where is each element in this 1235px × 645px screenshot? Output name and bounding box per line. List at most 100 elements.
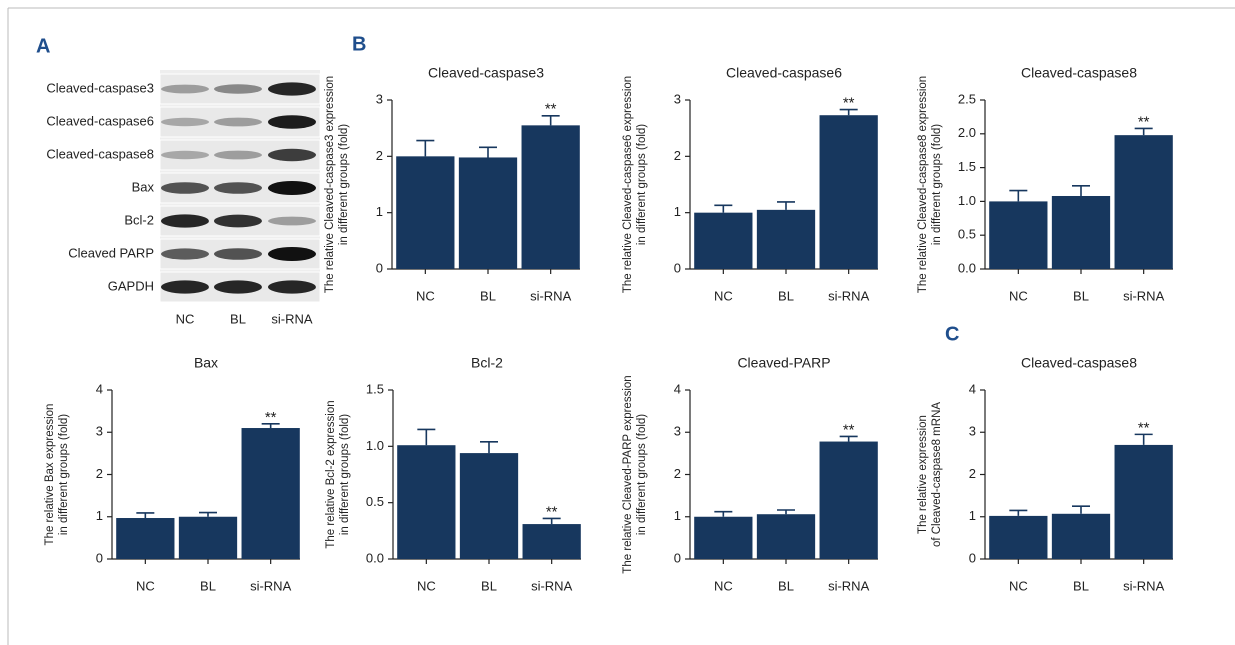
y-tick-label: 1.5	[366, 381, 384, 396]
blot-band	[161, 118, 209, 126]
chart-title: Cleaved-PARP	[737, 355, 830, 371]
y-tick-label: 0.0	[366, 550, 384, 565]
y-axis-label: of Cleaved-caspase8 mRNA	[931, 402, 943, 547]
y-tick-label: 3	[674, 424, 681, 439]
bar	[757, 514, 815, 559]
y-tick-label: 1	[674, 508, 681, 523]
bar	[396, 156, 454, 269]
error-bar	[1009, 510, 1027, 515]
x-tick-label: BL	[1073, 288, 1089, 303]
bar	[523, 524, 581, 559]
y-tick-label: 0	[96, 550, 103, 565]
y-tick-label: 1.0	[366, 438, 384, 453]
error-bar	[479, 147, 497, 157]
x-tick-label: BL	[1073, 578, 1089, 593]
y-axis-label: The relative Cleaved-PARP expression	[622, 375, 634, 573]
error-bar	[777, 202, 795, 210]
x-tick-label: si-RNA	[828, 288, 869, 303]
blot-row-label: Cleaved-caspase8	[46, 146, 154, 161]
y-tick-label: 0	[376, 260, 383, 275]
blot-band	[268, 115, 316, 129]
blot-row-label: GAPDH	[108, 278, 154, 293]
chart-title: Cleaved-caspase8	[1021, 65, 1137, 81]
bar	[989, 516, 1047, 559]
y-tick-label: 1	[96, 508, 103, 523]
x-tick-label: si-RNA	[828, 578, 869, 593]
bar	[522, 125, 580, 269]
error-bar	[714, 205, 732, 212]
panel-label: B	[352, 33, 366, 55]
blot-band	[268, 149, 316, 161]
error-bar	[417, 429, 435, 445]
blot-band	[161, 151, 209, 159]
blot-band	[268, 247, 316, 261]
bar	[1115, 445, 1173, 559]
blot-band	[268, 82, 316, 95]
significance: **	[1138, 419, 1150, 436]
blot-band	[161, 248, 209, 259]
blot-row-label: Cleaved-caspase6	[46, 113, 154, 128]
y-tick-label: 3	[376, 91, 383, 106]
significance: **	[265, 409, 277, 426]
y-tick-label: 0.5	[958, 227, 976, 242]
x-tick-label: si-RNA	[530, 288, 571, 303]
x-tick-label: BL	[200, 578, 216, 593]
bar	[820, 442, 878, 559]
significance: **	[546, 503, 558, 520]
y-tick-label: 0	[674, 550, 681, 565]
x-tick-label: NC	[1009, 288, 1028, 303]
y-tick-label: 1	[376, 204, 383, 219]
y-tick-label: 2	[674, 466, 681, 481]
error-bar	[714, 512, 732, 517]
chart-title: Bcl-2	[471, 355, 503, 371]
y-tick-label: 1	[969, 508, 976, 523]
lane-label: si-RNA	[271, 311, 312, 326]
error-bar	[416, 141, 434, 157]
y-axis-label: The relative Cleaved-caspase3 expression	[324, 76, 336, 293]
blot-band	[214, 118, 262, 127]
y-tick-label: 0.5	[366, 494, 384, 509]
x-tick-label: NC	[1009, 578, 1028, 593]
y-tick-label: 0.0	[958, 260, 976, 275]
y-tick-label: 4	[969, 381, 976, 396]
error-bar	[136, 513, 154, 518]
x-tick-label: BL	[481, 578, 497, 593]
y-tick-label: 2	[969, 466, 976, 481]
y-tick-label: 3	[96, 424, 103, 439]
blot-band	[214, 215, 262, 228]
y-axis-label: The relative Bcl-2 expression	[325, 400, 337, 548]
bar	[1052, 514, 1110, 559]
bar	[242, 428, 300, 559]
y-tick-label: 1.0	[958, 193, 976, 208]
chart-title: Bax	[194, 355, 218, 371]
bar	[820, 115, 878, 269]
x-tick-label: si-RNA	[250, 578, 291, 593]
error-bar	[1072, 506, 1090, 514]
bar	[757, 210, 815, 269]
blot-band	[161, 214, 209, 227]
x-tick-label: BL	[778, 288, 794, 303]
bar	[1052, 196, 1110, 269]
blot-band	[161, 85, 209, 94]
figure: A Cleaved-caspase3Cleaved-caspase6Cleave…	[0, 0, 1235, 645]
blot-row-label: Cleaved-caspase3	[46, 80, 154, 95]
panel-label: C	[945, 323, 959, 345]
blot-band	[214, 280, 262, 293]
x-tick-label: NC	[416, 288, 435, 303]
y-tick-label: 3	[969, 424, 976, 439]
blot-band	[214, 151, 262, 160]
y-axis-label: in different groups (fold)	[636, 414, 648, 535]
x-tick-label: si-RNA	[1123, 288, 1164, 303]
y-tick-label: 2	[376, 148, 383, 163]
x-tick-label: si-RNA	[1123, 578, 1164, 593]
error-bar	[777, 510, 795, 514]
y-axis-label: in different groups (fold)	[339, 414, 351, 535]
y-tick-label: 2.0	[958, 125, 976, 140]
y-axis-label: in different groups (fold)	[58, 414, 70, 535]
y-tick-label: 1	[674, 204, 681, 219]
blot-band	[161, 280, 209, 293]
y-tick-label: 2.5	[958, 91, 976, 106]
error-bar	[1009, 191, 1027, 202]
lane-label: BL	[230, 311, 246, 326]
bar	[694, 213, 752, 269]
